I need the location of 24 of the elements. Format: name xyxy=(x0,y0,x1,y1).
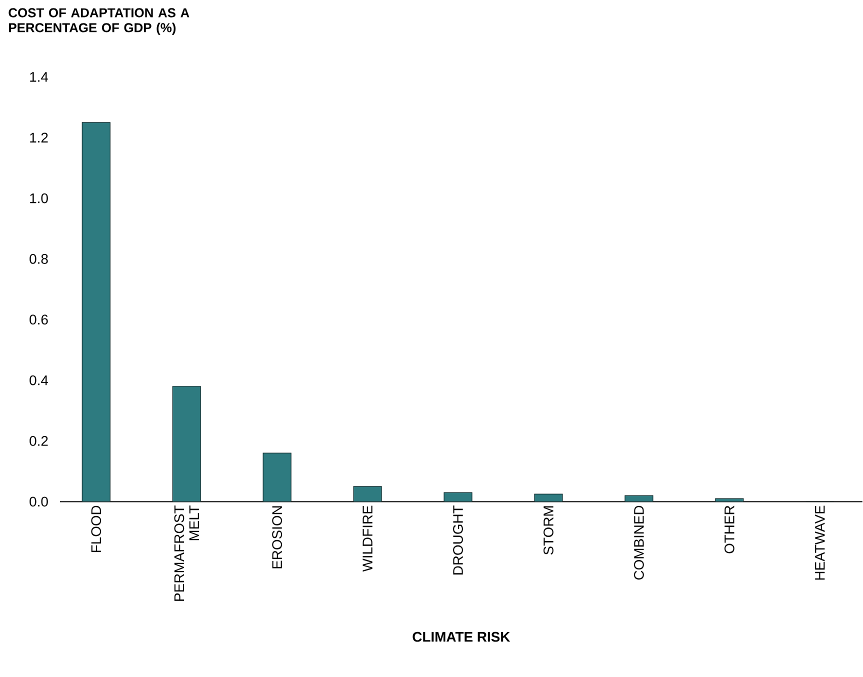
y-tick-label: 0.4 xyxy=(30,376,48,386)
bar xyxy=(82,122,110,502)
y-tick-label: 1.4 xyxy=(30,72,48,82)
y-tick-label: 0.6 xyxy=(30,314,48,325)
x-tick-label: DROUGHT xyxy=(453,506,463,575)
x-tick-label: FLOOD xyxy=(91,506,102,552)
x-tick-label: WILDFIRE xyxy=(362,506,372,572)
x-tick-label: STORM xyxy=(544,506,554,555)
chart-title: COST OF ADAPTATION AS A PERCENTAGE OF GDP (%) xyxy=(8,8,190,36)
y-tick-label: 0.0 xyxy=(30,496,48,507)
x-tick-label: COMBINED xyxy=(634,506,644,580)
x-tick-label: EROSION xyxy=(272,506,282,569)
y-tick-label: 1.2 xyxy=(30,132,48,143)
y-tick-label: 0.2 xyxy=(30,436,48,446)
bar xyxy=(444,492,472,502)
x-tick-label: OTHER xyxy=(724,506,734,554)
y-tick-label: 1.0 xyxy=(30,194,48,204)
x-axis-title: CLIMATE RISK xyxy=(412,632,510,642)
y-tick-label: 0.8 xyxy=(30,254,48,264)
x-tick-label: PERMAFROST MELT xyxy=(174,506,199,602)
bar xyxy=(353,486,382,502)
bar xyxy=(262,453,292,502)
bar xyxy=(172,386,201,502)
x-tick-label: HEATWAVE xyxy=(815,506,825,580)
